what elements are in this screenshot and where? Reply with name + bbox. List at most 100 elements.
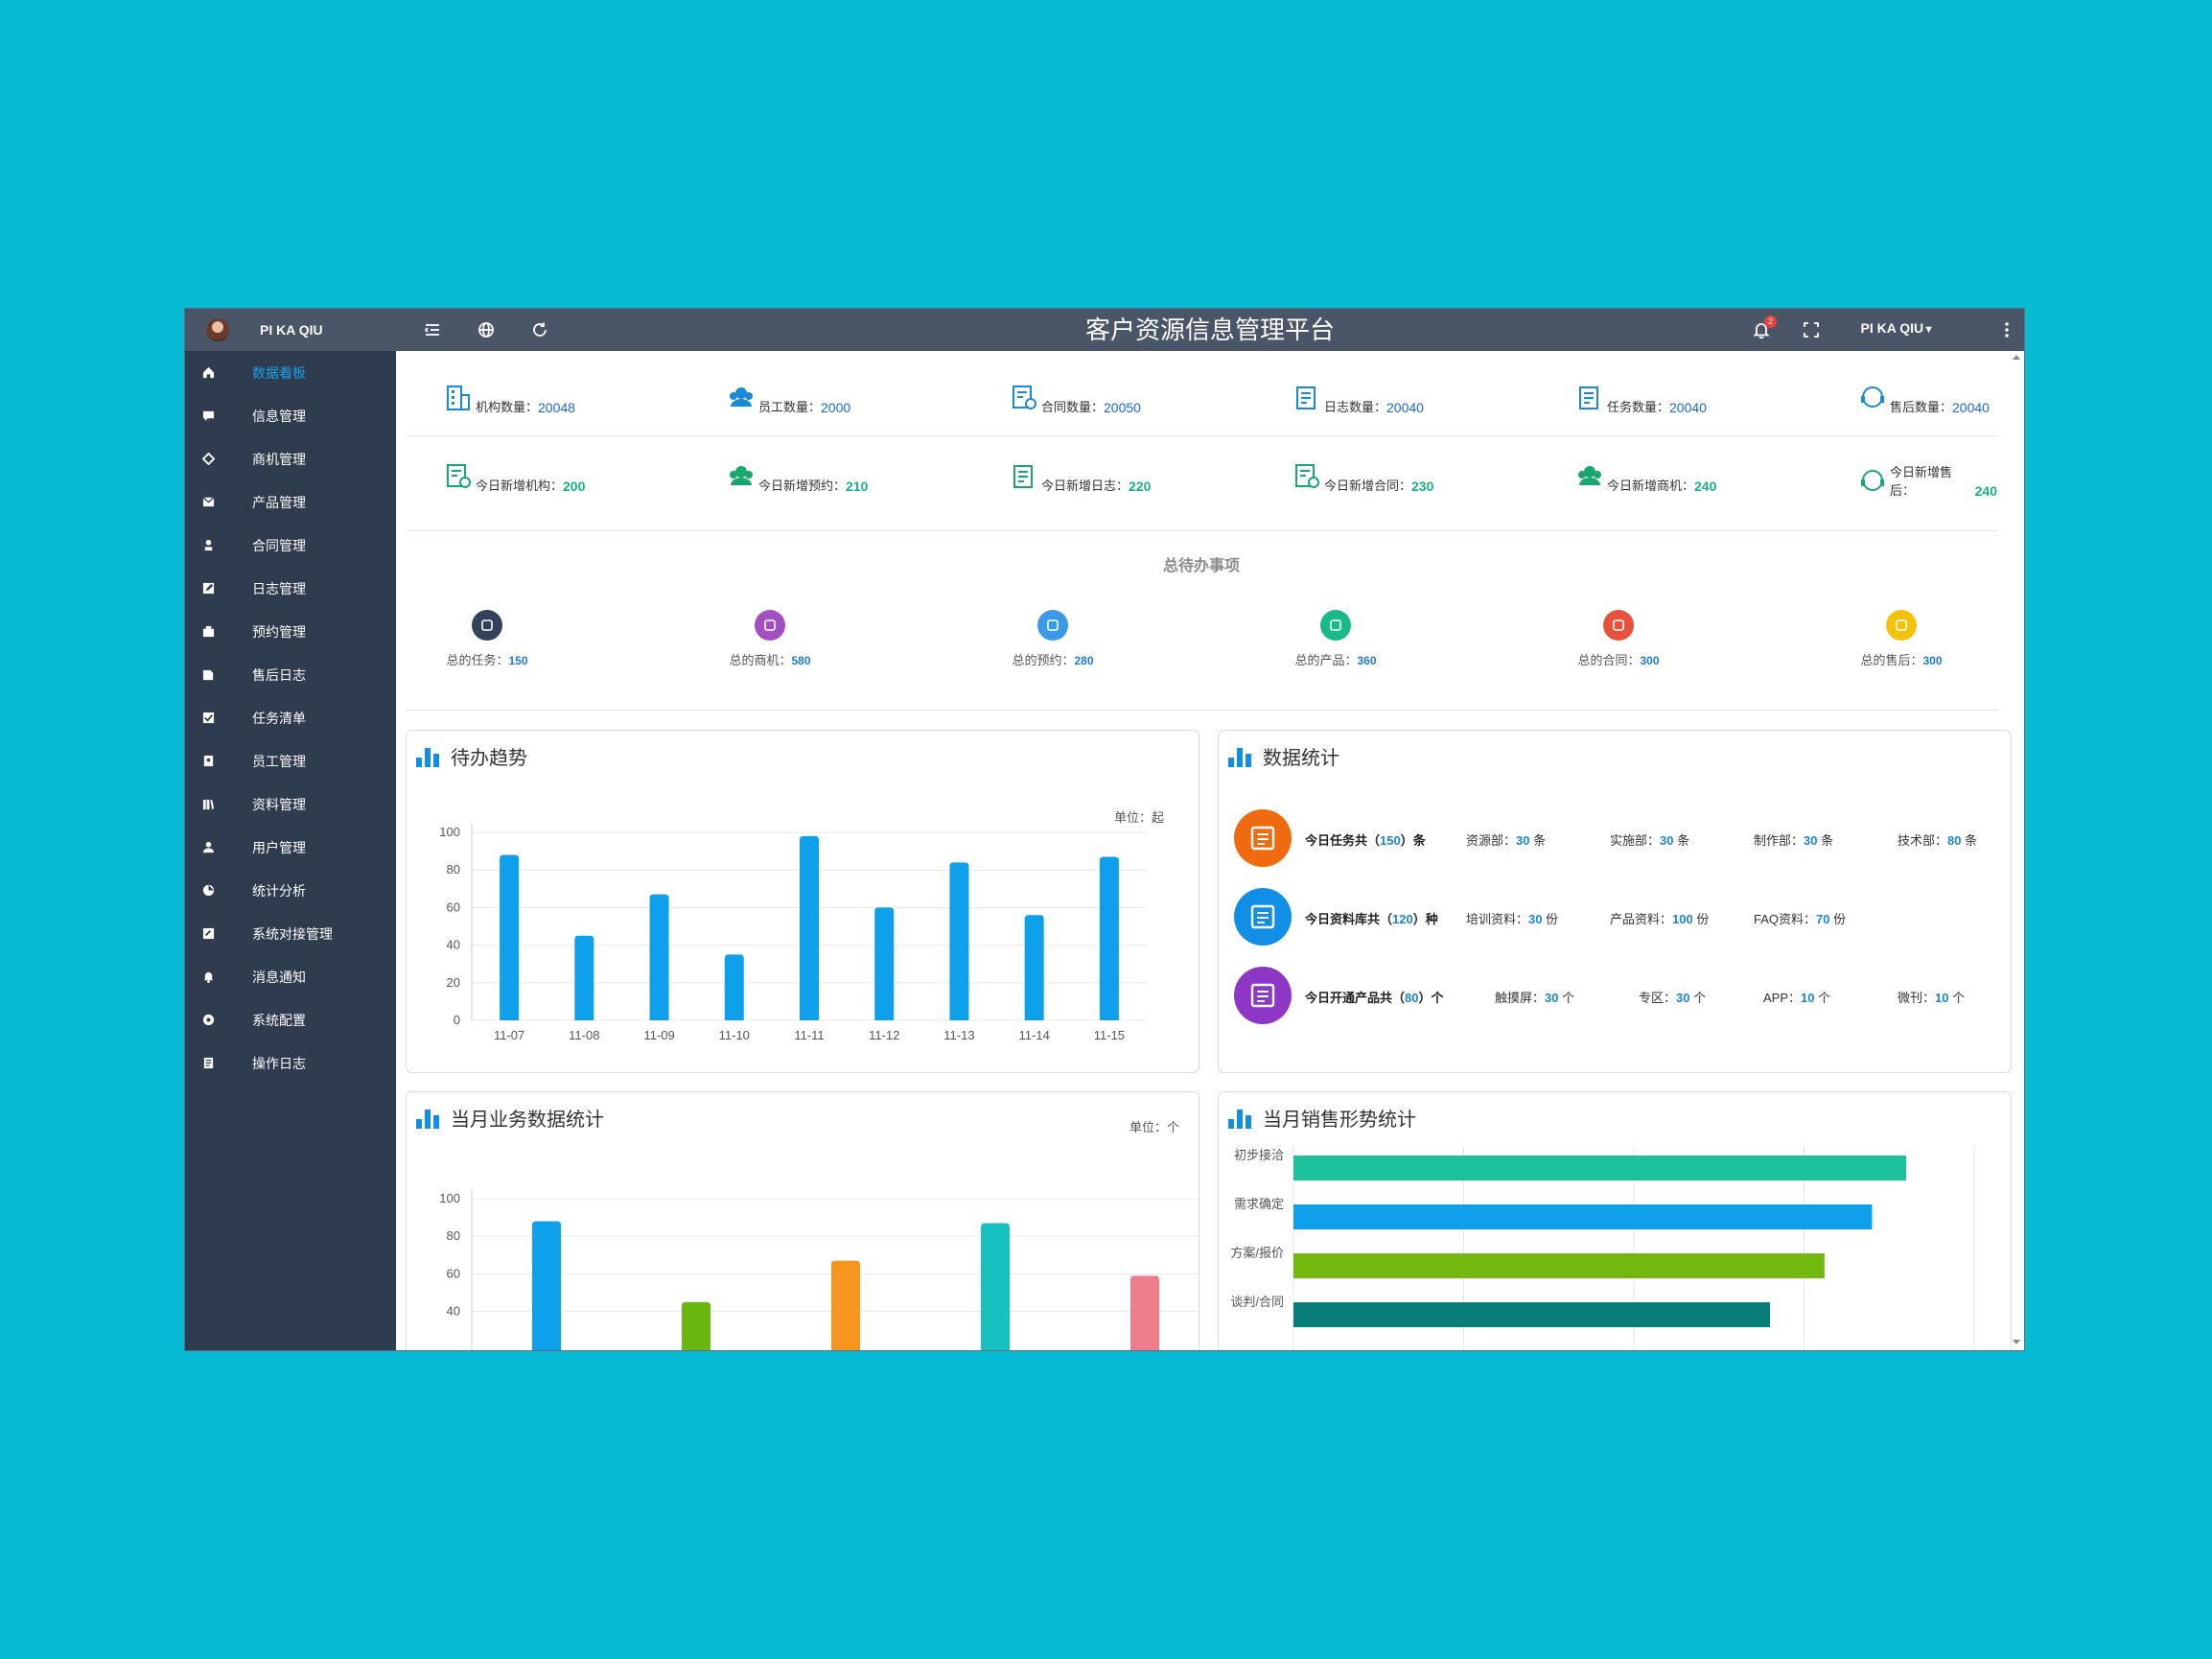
todo-label: 总的售后：	[1860, 653, 1923, 667]
sidebar-item-label: 统计分析	[252, 882, 306, 899]
headset-icon	[1858, 384, 1890, 415]
sidebar-item[interactable]: 合同管理	[185, 524, 396, 567]
business-title: 当月业务数据统计	[416, 1104, 604, 1132]
page-title: 客户资源信息管理平台	[1084, 315, 1335, 344]
bar[interactable]	[532, 1221, 561, 1350]
contract-icon	[1010, 384, 1041, 415]
scrollbar[interactable]	[2009, 351, 2024, 1350]
sidebar-item[interactable]: 售后日志	[185, 653, 396, 696]
stat-label: 售后数量：	[1890, 400, 1953, 414]
clock-icon	[1037, 610, 1068, 641]
bar[interactable]	[649, 894, 669, 1020]
stat-label: 今日新增机构：	[476, 479, 564, 493]
globe-icon	[478, 322, 494, 338]
x-tick-label: 11-08	[569, 1028, 599, 1042]
sales-title-text: 当月销售形势统计	[1263, 1110, 1416, 1131]
books-icon	[200, 797, 216, 812]
y-tick-label: 100	[439, 1191, 460, 1205]
sidebar-item[interactable]: 信息管理	[185, 394, 396, 437]
bar[interactable]	[1293, 1204, 1873, 1229]
refresh-button[interactable]	[530, 320, 549, 339]
stats-row-head: 今日开通产品共（80）个	[1305, 988, 1444, 1006]
bar[interactable]	[682, 1301, 710, 1350]
sidebar-item[interactable]: 用户管理	[185, 826, 396, 869]
stats-item-label: FAQ资料：	[1754, 912, 1817, 926]
todo-label: 总的任务：	[446, 653, 509, 667]
stats-item: APP：10 个	[1763, 988, 1830, 1006]
sidebar-item-label: 商机管理	[252, 451, 306, 467]
stats-row-head: 今日资料库共（120）种	[1305, 909, 1438, 927]
sidebar-item[interactable]: 任务清单	[185, 696, 396, 739]
sidebar-item[interactable]: 资料管理	[185, 783, 396, 826]
user-menu-name: PI KA QIU	[1860, 320, 1924, 336]
bar[interactable]	[1099, 856, 1119, 1020]
bar[interactable]	[724, 954, 744, 1020]
bar[interactable]	[1130, 1275, 1159, 1350]
stat-value: 240	[1974, 483, 1997, 499]
stat-item: 合同数量： 20050	[1010, 384, 1141, 415]
y-tick-label: 60	[447, 900, 460, 914]
sidebar-item[interactable]: 预约管理	[185, 610, 396, 653]
sidebar-item[interactable]: 产品管理	[185, 480, 396, 524]
caret-down-icon: ▼	[1923, 324, 1934, 336]
stats-title-text: 数据统计	[1263, 748, 1339, 769]
bar[interactable]	[500, 854, 520, 1020]
notification-button[interactable]: 2	[1752, 315, 1777, 339]
y-tick-label: 80	[447, 1228, 460, 1243]
stats-panel: 数据统计 今日任务共（150）条 资源部：30 条实施部：30 条制作部：30 条…	[1218, 730, 2012, 1073]
stat-label: 机构数量：	[476, 400, 539, 414]
menu-toggle-button[interactable]	[423, 320, 442, 339]
sidebar-item[interactable]: 员工管理	[185, 739, 396, 783]
sidebar-item[interactable]: 数据看板	[185, 351, 396, 394]
sidebar-item[interactable]: 系统对接管理	[185, 912, 396, 955]
x-tick-label: 11-13	[943, 1028, 974, 1042]
bar[interactable]	[1024, 915, 1044, 1020]
sidebar-item[interactable]: 消息通知	[185, 955, 396, 998]
bar[interactable]	[831, 1260, 860, 1350]
sidebar-item[interactable]: 商机管理	[185, 437, 396, 480]
bar[interactable]	[1293, 1253, 1825, 1278]
bar[interactable]	[874, 907, 895, 1020]
user-menu[interactable]: PI KA QIU▼	[1861, 320, 1935, 336]
document-icon	[1603, 610, 1634, 641]
todo-value: 150	[508, 654, 528, 667]
fullscreen-button[interactable]	[1802, 320, 1821, 339]
sidebar-item[interactable]: 统计分析	[185, 869, 396, 912]
stats-item-label: 触摸屏：	[1495, 991, 1546, 1005]
more-button[interactable]	[1997, 320, 2016, 339]
bar[interactable]	[574, 935, 594, 1020]
bar[interactable]	[800, 835, 819, 1020]
avatar[interactable]	[206, 318, 229, 341]
stat-value: 230	[1411, 479, 1434, 494]
stat-value: 210	[846, 479, 869, 494]
stats-item-label: 制作部：	[1754, 833, 1805, 848]
stats-item-label: 微刊：	[1898, 991, 1936, 1005]
pie-chart-icon	[200, 883, 216, 899]
bar[interactable]	[1293, 1302, 1770, 1327]
stats-head-text: 今日资料库共（	[1305, 912, 1393, 926]
stats-item: 技术部：80 条	[1898, 830, 1977, 849]
appointment-icon	[727, 462, 758, 494]
sidebar-item[interactable]: 操作日志	[185, 1041, 396, 1085]
stats-item-value: 70	[1816, 912, 1830, 926]
trend-title: 待办趋势	[416, 742, 527, 770]
bar[interactable]	[981, 1223, 1010, 1350]
sidebar-item[interactable]: 日志管理	[185, 567, 396, 610]
stats-item-suffix: 份	[1692, 912, 1710, 926]
stat-value: 20040	[1669, 400, 1707, 415]
stat-value: 220	[1129, 479, 1152, 494]
sidebar-item[interactable]: 系统配置	[185, 998, 396, 1041]
stats-head-text: 今日开通产品共（	[1305, 991, 1406, 1005]
contracts-icon	[1292, 462, 1324, 494]
language-button[interactable]	[477, 320, 496, 339]
stats-head-num: 120	[1392, 912, 1413, 926]
todo-item: 总的任务：150	[425, 610, 549, 668]
stats-item-value: 10	[1935, 991, 1949, 1005]
sidebar-item-label: 数据看板	[252, 364, 306, 381]
bar[interactable]	[949, 862, 969, 1020]
bar[interactable]	[1293, 1156, 1906, 1180]
people-icon	[727, 384, 758, 415]
menu-fold-icon	[424, 324, 439, 336]
stat-item: 员工数量： 2000	[727, 384, 850, 415]
